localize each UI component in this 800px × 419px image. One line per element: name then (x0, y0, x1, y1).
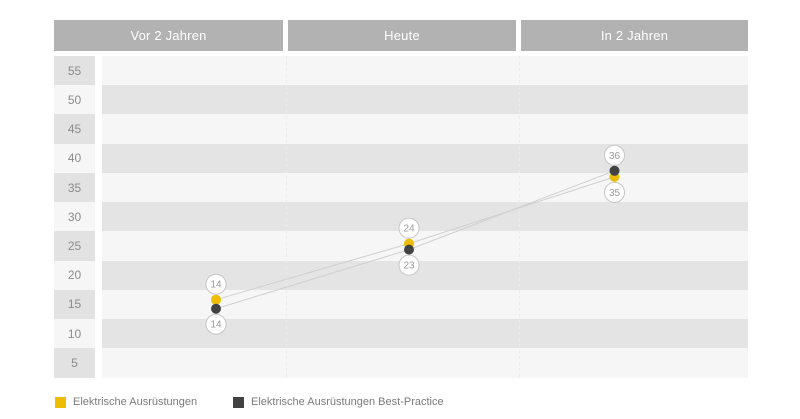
point-label-value-col1-s2: 14 (210, 320, 222, 331)
series-line-2 (215, 170, 615, 310)
y-axis-label-10: 10 (54, 319, 95, 349)
plot-band-25 (102, 231, 748, 261)
plot-band-40 (102, 143, 748, 173)
y-axis-label-35: 35 (54, 172, 95, 203)
y-axis-label-50: 50 (54, 85, 95, 115)
legend-item-2: Elektrische Ausrüstungen Best-Practice (233, 395, 444, 409)
column-divider-1 (285, 56, 287, 378)
data-point-col1-s2 (211, 303, 221, 314)
legend-swatch-2 (233, 396, 244, 408)
plot-band-5 (102, 348, 748, 378)
legend-item-1: Elektrische Ausrüstungen (55, 395, 197, 409)
point-label-bubble-col2-s1 (398, 217, 420, 239)
series-line-1 (215, 176, 615, 301)
y-axis-label-15: 15 (54, 289, 95, 320)
data-point-col3-s2 (609, 165, 620, 176)
point-label-value-col2-s2: 23 (403, 261, 415, 272)
point-label-value-col3-s1: 35 (609, 188, 621, 199)
data-point-col2-s2 (404, 244, 414, 255)
data-point-col1-s1 (211, 294, 221, 305)
plot-band-15 (102, 289, 748, 320)
point-label-bubble-col3-s1 (604, 181, 625, 203)
legend-swatch-1 (55, 396, 66, 408)
y-axis-label-55: 55 (54, 56, 95, 86)
plot-band-45 (102, 114, 748, 144)
y-axis-label-40: 40 (54, 143, 95, 173)
y-axis-label-25: 25 (54, 231, 95, 261)
point-label-value-col3-s2: 36 (609, 151, 621, 162)
point-label-value-col1-s1: 14 (210, 280, 222, 291)
column-header-3: In 2 Jahren (521, 20, 748, 51)
column-header-2: Heute (288, 20, 516, 51)
point-label-value-col2-s1: 24 (403, 224, 415, 235)
plot-band-50 (102, 85, 748, 115)
plot-band-55 (102, 56, 748, 86)
y-axis-label-30: 30 (54, 202, 95, 232)
column-divider-2 (518, 56, 520, 378)
legend-label-2: Elektrische Ausrüstungen Best-Practice (251, 396, 444, 408)
y-axis-label-5: 5 (54, 348, 95, 378)
y-axis-label-45: 45 (54, 114, 95, 144)
point-label-bubble-col1-s1 (205, 273, 227, 295)
column-header-1: Vor 2 Jahren (54, 20, 283, 51)
point-label-bubble-col1-s2 (205, 313, 227, 335)
legend-label-1: Elektrische Ausrüstungen (73, 396, 198, 408)
y-axis-label-20: 20 (54, 260, 95, 290)
point-label-bubble-col3-s2 (604, 144, 625, 166)
point-label-bubble-col2-s2 (398, 254, 420, 276)
plot-band-35 (102, 172, 748, 203)
plot-band-30 (102, 202, 748, 232)
